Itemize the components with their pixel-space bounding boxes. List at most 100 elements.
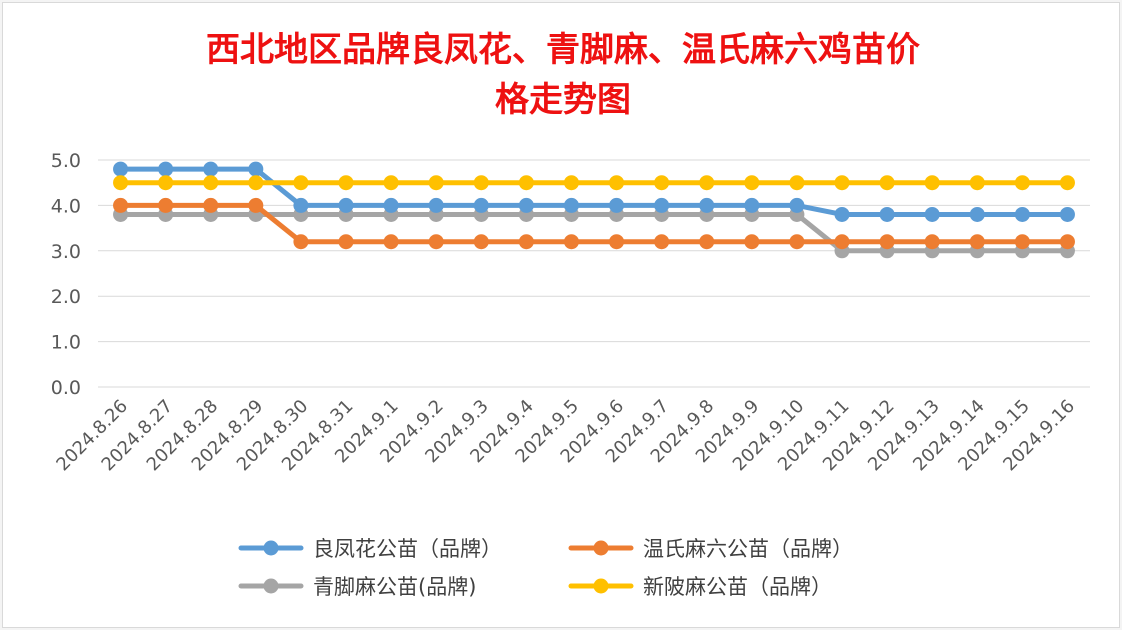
- legend-item: 良凤花公苗（品牌）: [238, 537, 502, 561]
- y-tick-label: 1.0: [51, 332, 81, 354]
- legend-label: 良凤花公苗（品牌）: [313, 537, 502, 561]
- chart-title-line-2: 格走势图: [495, 80, 631, 120]
- series-1: [113, 197, 1075, 250]
- data-point: [969, 206, 985, 222]
- data-point: [1014, 206, 1030, 222]
- data-point: [293, 175, 309, 191]
- series-line: [118, 166, 1070, 217]
- data-point: [654, 197, 670, 213]
- data-point: [338, 197, 354, 213]
- legend-marker: [593, 578, 609, 594]
- data-point: [969, 175, 985, 191]
- data-point: [1014, 175, 1030, 191]
- y-axis-ticks: 0.0 1.0 2.0 3.0 4.0 5.0: [51, 150, 81, 399]
- legend: 良凤花公苗（品牌） 温氏麻六公苗（品牌） 青脚麻公苗(品牌) 新陂麻公苗（品牌）: [238, 537, 853, 599]
- data-point: [744, 175, 760, 191]
- data-point: [383, 234, 399, 250]
- data-point: [1059, 234, 1075, 250]
- gridlines: [98, 159, 1090, 388]
- data-point: [248, 197, 264, 213]
- legend-item: 温氏麻六公苗（品牌）: [568, 537, 853, 561]
- data-point: [428, 197, 444, 213]
- y-tick-label: 4.0: [51, 195, 81, 217]
- chart-title: 西北地区品牌良凤花、青脚麻、温氏麻六鸡苗价 格走势图: [206, 30, 920, 120]
- data-point: [609, 175, 625, 191]
- data-point: [789, 197, 805, 213]
- data-point: [248, 161, 264, 177]
- data-point: [969, 234, 985, 250]
- legend-marker: [593, 540, 609, 556]
- data-point: [654, 175, 670, 191]
- data-point: [879, 206, 895, 222]
- data-point: [113, 161, 129, 177]
- data-point: [699, 175, 715, 191]
- data-point: [609, 197, 625, 213]
- data-point: [473, 175, 489, 191]
- y-tick-label: 3.0: [51, 241, 81, 263]
- data-point: [789, 234, 805, 250]
- x-axis-ticks: 2024.8.262024.8.272024.8.282024.8.292024…: [52, 396, 1079, 476]
- data-point: [338, 234, 354, 250]
- series-line: [118, 211, 1070, 254]
- data-point: [518, 197, 534, 213]
- data-point: [158, 161, 174, 177]
- data-point: [518, 175, 534, 191]
- legend-item: 青脚麻公苗(品牌): [238, 575, 476, 599]
- legend-marker: [263, 540, 279, 556]
- data-point: [924, 206, 940, 222]
- data-point: [654, 234, 670, 250]
- data-point: [113, 197, 129, 213]
- series-0: [113, 161, 1075, 222]
- data-point: [744, 197, 760, 213]
- data-point: [1059, 175, 1075, 191]
- data-point: [473, 197, 489, 213]
- line-chart: 西北地区品牌良凤花、青脚麻、温氏麻六鸡苗价 格走势图 0.0 1.0 2.0 3.0 4…: [51, 30, 1090, 599]
- data-point: [563, 234, 579, 250]
- series-3: [113, 175, 1075, 191]
- data-point: [518, 234, 534, 250]
- series-lines: [113, 161, 1075, 259]
- data-point: [158, 175, 174, 191]
- data-point: [203, 197, 219, 213]
- data-point: [924, 175, 940, 191]
- data-point: [203, 161, 219, 177]
- data-point: [834, 206, 850, 222]
- data-point: [293, 197, 309, 213]
- data-point: [248, 175, 264, 191]
- legend-label: 青脚麻公苗(品牌): [313, 575, 476, 599]
- data-point: [699, 234, 715, 250]
- data-point: [293, 234, 309, 250]
- data-point: [473, 234, 489, 250]
- data-point: [1014, 234, 1030, 250]
- data-point: [203, 175, 219, 191]
- legend-item: 新陂麻公苗（品牌）: [568, 575, 832, 599]
- data-point: [563, 175, 579, 191]
- data-point: [383, 175, 399, 191]
- data-point: [113, 175, 129, 191]
- data-point: [789, 175, 805, 191]
- data-point: [428, 175, 444, 191]
- chart-title-line-1: 西北地区品牌良凤花、青脚麻、温氏麻六鸡苗价: [206, 30, 920, 70]
- data-point: [1059, 206, 1075, 222]
- data-point: [563, 197, 579, 213]
- data-point: [834, 175, 850, 191]
- data-point: [338, 175, 354, 191]
- y-tick-label: 2.0: [51, 286, 81, 308]
- data-point: [609, 234, 625, 250]
- data-point: [383, 197, 399, 213]
- data-point: [879, 175, 895, 191]
- data-point: [744, 234, 760, 250]
- data-point: [428, 234, 444, 250]
- data-point: [834, 234, 850, 250]
- data-point: [879, 234, 895, 250]
- legend-label: 新陂麻公苗（品牌）: [643, 575, 832, 599]
- data-point: [924, 234, 940, 250]
- y-tick-label: 5.0: [51, 150, 81, 172]
- y-tick-label: 0.0: [51, 377, 81, 399]
- data-point: [699, 197, 715, 213]
- legend-marker: [263, 578, 279, 594]
- data-point: [158, 197, 174, 213]
- legend-label: 温氏麻六公苗（品牌）: [643, 537, 853, 561]
- series-line: [118, 202, 1070, 245]
